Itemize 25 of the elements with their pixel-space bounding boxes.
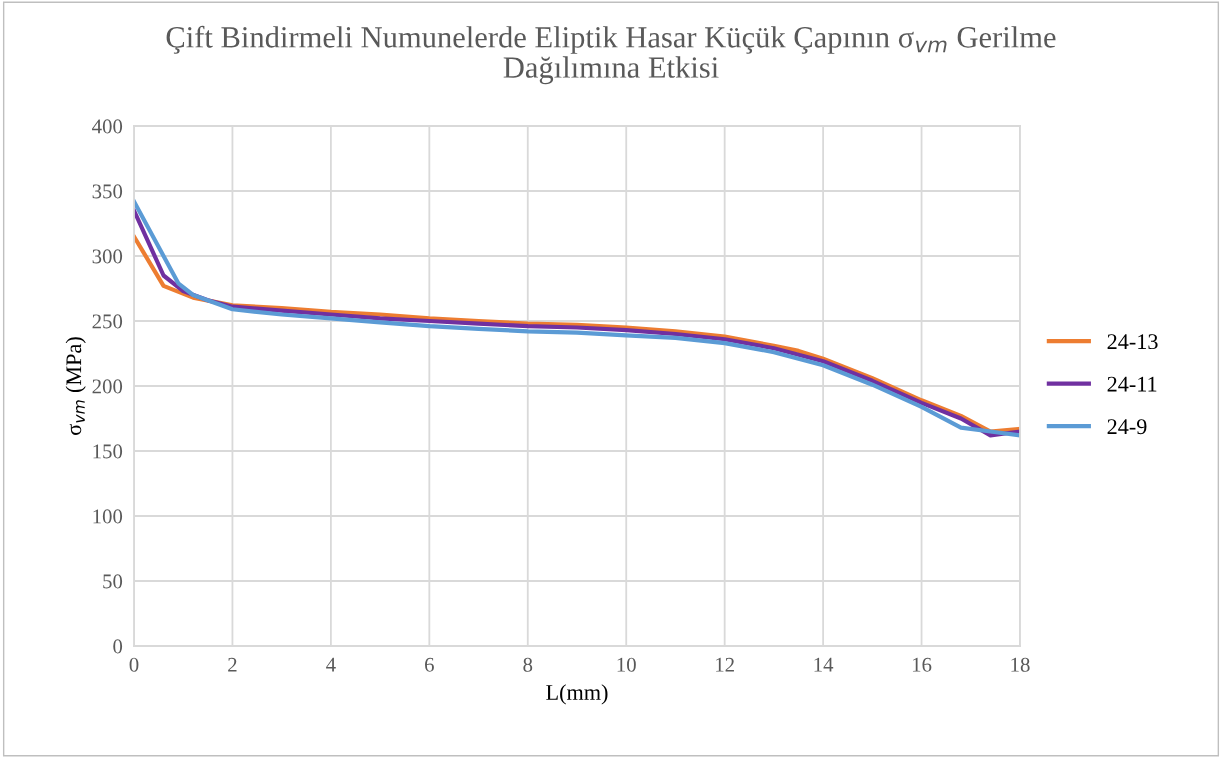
x-tick-label: 2 — [228, 657, 237, 672]
x-axis-title: L(mm) — [546, 684, 608, 705]
y-tick-label: 250 — [92, 314, 123, 329]
x-tick-label: 14 — [814, 657, 834, 672]
x-tick-label: 18 — [1011, 657, 1030, 672]
y-tick-label: 50 — [103, 574, 123, 589]
legend-label: 24-13 — [1107, 334, 1158, 350]
y-tick-label: 0 — [113, 639, 123, 654]
legend-label: 24-9 — [1107, 419, 1147, 435]
y-tick-label: 350 — [92, 184, 123, 199]
y-tick-label: 300 — [92, 249, 123, 264]
x-tick-label: 16 — [912, 657, 932, 672]
x-tick-label: 4 — [326, 657, 336, 672]
x-tick-label: 10 — [617, 657, 636, 672]
y-tick-label: 100 — [93, 509, 123, 524]
chart-title: Çift Bindirmeli Numunelerde Eliptik Hasar Küçük Çapının σ$_{vm}$ Gerilme Dağılımına Etkisi — [166, 25, 1056, 85]
y-tick-label: 200 — [92, 379, 123, 394]
y-tick-label: 400 — [92, 119, 123, 134]
y-tick-label: 150 — [93, 444, 123, 459]
y-axis-title: σ$_{vm}$ (MPa) — [65, 337, 86, 435]
legend-label: 24-11 — [1107, 376, 1157, 392]
x-tick-label: 8 — [523, 657, 533, 672]
x-tick-label: 6 — [425, 657, 434, 672]
x-tick-label: 0 — [129, 657, 139, 672]
x-tick-label: 12 — [716, 657, 734, 672]
